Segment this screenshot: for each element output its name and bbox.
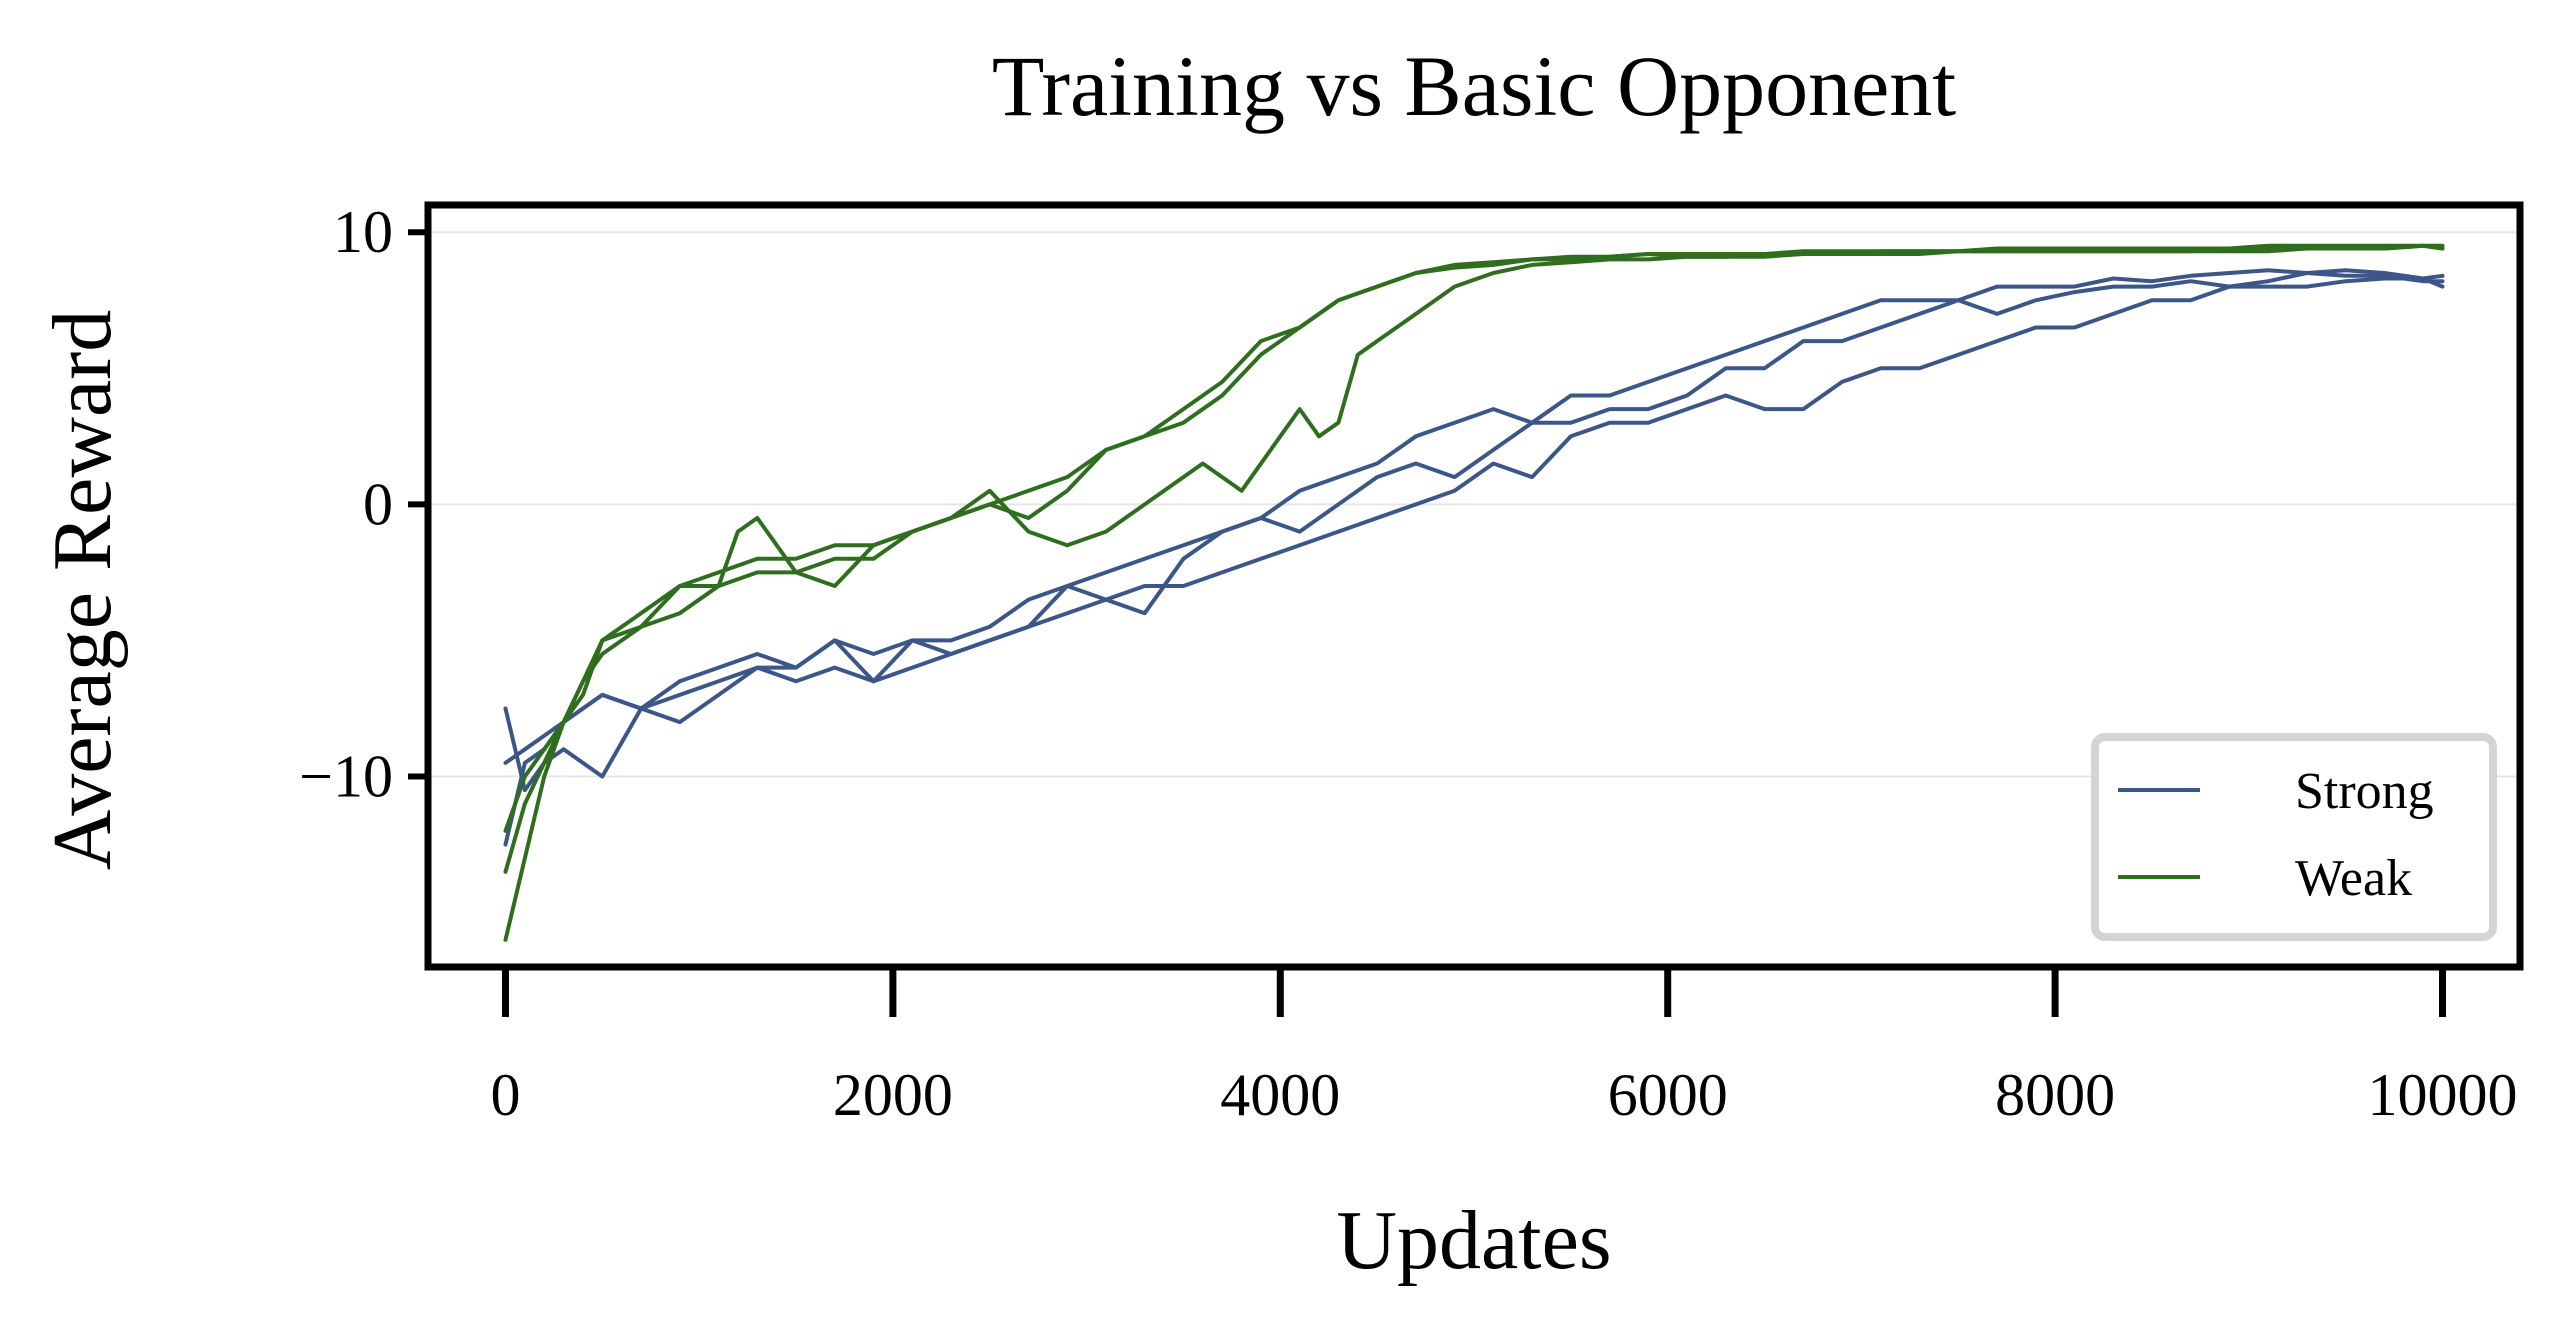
legend: Strong Weak: [2091, 733, 2497, 941]
legend-box: [2091, 733, 2497, 941]
x-tick-label: 4000: [1220, 1062, 1340, 1128]
x-tick-label: 0: [490, 1062, 520, 1128]
legend-label-weak: Weak: [2295, 850, 2412, 907]
plot-frame: [424, 201, 2524, 971]
y-tick-label: 10: [333, 199, 393, 265]
series-lines: [503, 243, 2445, 942]
y-tick-label: −10: [299, 744, 393, 810]
x-tick-label: 8000: [1995, 1062, 2115, 1128]
y-axis-label: Average Reward: [36, 310, 129, 870]
chart-title: Training vs Basic Opponent: [992, 38, 1956, 134]
series-line-strong-2: [503, 268, 2445, 847]
series-line-weak-5: [503, 243, 2445, 833]
legend-label-strong: Strong: [2295, 763, 2434, 820]
y-tick-label: 0: [363, 471, 393, 537]
series-line-strong-1: [503, 271, 2445, 793]
x-tick-label: 2000: [833, 1062, 953, 1128]
series-line-weak-6: [503, 243, 2445, 874]
grid-lines: [428, 231, 2520, 778]
x-tick-label: 6000: [1608, 1062, 1728, 1128]
axis-ticks: −10 0 10 0 2000 4000 6000 8000 10000: [299, 199, 2517, 1128]
series-line-strong-3: [503, 276, 2445, 765]
x-axis-label: Updates: [1336, 1194, 1611, 1287]
x-tick-label: 10000: [2368, 1062, 2518, 1128]
